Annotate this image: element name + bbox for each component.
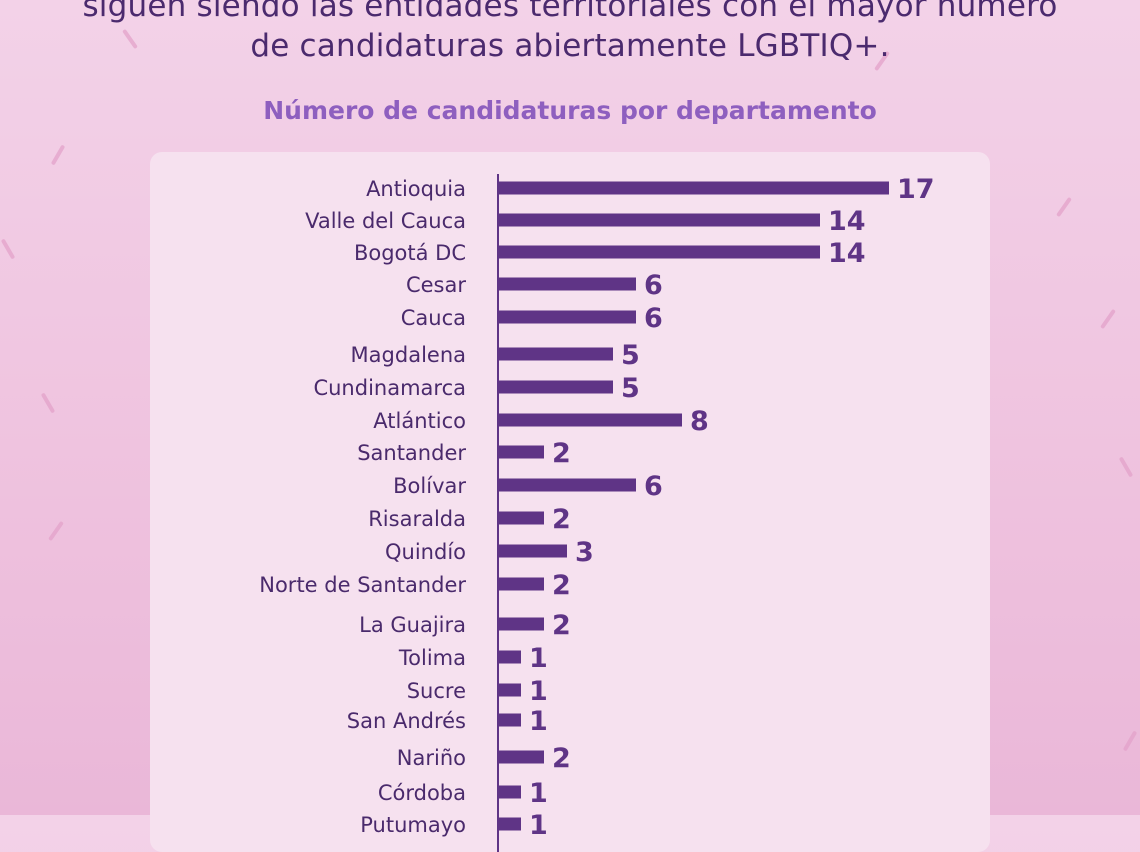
bar xyxy=(498,750,544,764)
value-label: 2 xyxy=(552,610,571,641)
bar xyxy=(498,785,521,799)
decorative-dash xyxy=(50,144,66,166)
category-label: Cundinamarca xyxy=(313,376,466,400)
value-label: 14 xyxy=(828,206,866,237)
value-label: 6 xyxy=(644,471,663,502)
bar xyxy=(498,713,521,727)
bar xyxy=(498,347,613,361)
category-label: Putumayo xyxy=(360,813,466,837)
value-label: 2 xyxy=(552,504,571,535)
category-label: Bogotá DC xyxy=(354,241,466,265)
bar xyxy=(498,577,544,591)
category-label: Risaralda xyxy=(368,507,466,531)
chart-title: Número de candidaturas por departamento xyxy=(263,96,877,125)
value-label: 5 xyxy=(621,340,640,371)
headline-line-1: siguen siendo las entidades territoriale… xyxy=(82,0,1058,24)
category-label: Atlántico xyxy=(373,409,466,433)
value-label: 1 xyxy=(529,676,548,707)
chart-panel: Antioquia 17 Valle del Cauca 14 Bogotá DC 14 C… xyxy=(150,152,990,852)
value-label: 6 xyxy=(644,303,663,334)
bar xyxy=(498,181,889,195)
category-label: San Andrés xyxy=(347,709,466,733)
category-label: Cauca xyxy=(401,306,466,330)
category-label: Tolima xyxy=(398,646,466,670)
bar xyxy=(498,213,820,227)
decorative-dash xyxy=(40,392,56,414)
decorative-dash xyxy=(0,238,16,260)
bar xyxy=(498,478,636,492)
value-label: 2 xyxy=(552,743,571,774)
category-label: Santander xyxy=(357,441,466,465)
bar xyxy=(498,544,567,558)
bar xyxy=(498,817,521,831)
bar xyxy=(498,683,521,697)
decorative-dash xyxy=(1056,196,1072,218)
category-label: Magdalena xyxy=(351,343,466,367)
value-label: 6 xyxy=(644,270,663,301)
decorative-dash xyxy=(1118,456,1134,478)
value-label: 2 xyxy=(552,570,571,601)
decorative-dash xyxy=(1100,308,1116,330)
category-label: Bolívar xyxy=(393,474,466,498)
value-label: 1 xyxy=(529,706,548,737)
bar xyxy=(498,650,521,664)
category-label: Cesar xyxy=(406,273,466,297)
bar xyxy=(498,380,613,394)
value-label: 1 xyxy=(529,643,548,674)
bar xyxy=(498,617,544,631)
value-label: 14 xyxy=(828,238,866,269)
value-label: 1 xyxy=(529,778,548,809)
bar xyxy=(498,245,820,259)
category-label: La Guajira xyxy=(359,613,466,637)
category-label: Nariño xyxy=(397,746,466,770)
value-label: 8 xyxy=(690,406,709,437)
category-label: Sucre xyxy=(407,679,466,703)
category-label: Norte de Santander xyxy=(259,573,466,597)
bar-chart: Antioquia 17 Valle del Cauca 14 Bogotá DC 14 C… xyxy=(259,174,935,852)
value-label: 3 xyxy=(575,537,594,568)
bar xyxy=(498,310,636,324)
value-label: 5 xyxy=(621,373,640,404)
value-label: 2 xyxy=(552,438,571,469)
bar xyxy=(498,445,544,459)
category-label: Antioquia xyxy=(366,177,466,201)
category-label: Valle del Cauca xyxy=(305,209,466,233)
decorative-dash xyxy=(1122,730,1138,752)
value-label: 17 xyxy=(897,174,935,205)
category-label: Córdoba xyxy=(378,781,466,805)
bar xyxy=(498,511,544,525)
decorative-dash xyxy=(48,520,64,542)
headline-line-2: de candidaturas abiertamente LGBTIQ+. xyxy=(250,28,890,64)
bar xyxy=(498,413,682,427)
category-label: Quindío xyxy=(385,540,466,564)
bar xyxy=(498,277,636,291)
